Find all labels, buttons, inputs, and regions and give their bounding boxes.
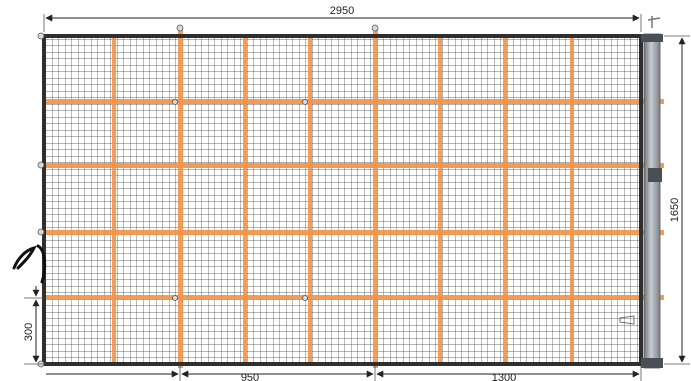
overall-height-label: 1650 [669, 198, 681, 222]
dimension-post-spacing: 950 1300 [46, 366, 642, 381]
vertical-uprights [112, 28, 574, 368]
gate-handle-icon [12, 244, 47, 284]
upright-1 [112, 36, 116, 364]
bottom-rail-height-label: 300 [23, 323, 35, 341]
dimension-overall-width: 2950 [43, 5, 642, 32]
fixing-point [371, 24, 379, 32]
dimension-overall-height: 1650 [664, 35, 690, 365]
overall-width-label: 2950 [330, 5, 354, 17]
fixing-point [172, 295, 178, 301]
fixing-point [37, 228, 45, 236]
fixing-point [302, 295, 308, 301]
upright-2 [178, 28, 183, 368]
upright-8 [570, 36, 574, 364]
fixing-points [37, 24, 379, 368]
end-post [619, 16, 663, 369]
rail-horizontal-4 [44, 295, 664, 300]
fixing-point [37, 161, 45, 169]
upright-4 [308, 36, 312, 364]
upright-6 [438, 36, 442, 364]
upright-5 [373, 28, 378, 368]
post-base [641, 358, 663, 368]
panel-frame [42, 34, 643, 366]
post-spacing-right-label: 1300 [492, 372, 516, 381]
rail-horizontal-2 [44, 163, 664, 168]
post-cap-icon [647, 16, 661, 28]
mesh-panel [44, 36, 641, 364]
fixing-point [302, 99, 308, 105]
post-clamp-middle [648, 168, 662, 182]
post-body [643, 33, 661, 369]
post-clamp-top [641, 34, 663, 42]
fixing-point [176, 24, 184, 32]
rail-horizontal-1 [44, 99, 664, 104]
fixing-point [172, 99, 178, 105]
upright-3 [243, 36, 247, 364]
dimension-bottom-rail-height: 300 [23, 286, 44, 365]
upright-7 [503, 36, 507, 364]
latch-icon [619, 315, 635, 325]
horizontal-rails [44, 99, 664, 300]
post-spacing-label: 950 [241, 372, 259, 381]
rail-horizontal-3 [44, 230, 664, 235]
fixing-point [37, 32, 45, 40]
